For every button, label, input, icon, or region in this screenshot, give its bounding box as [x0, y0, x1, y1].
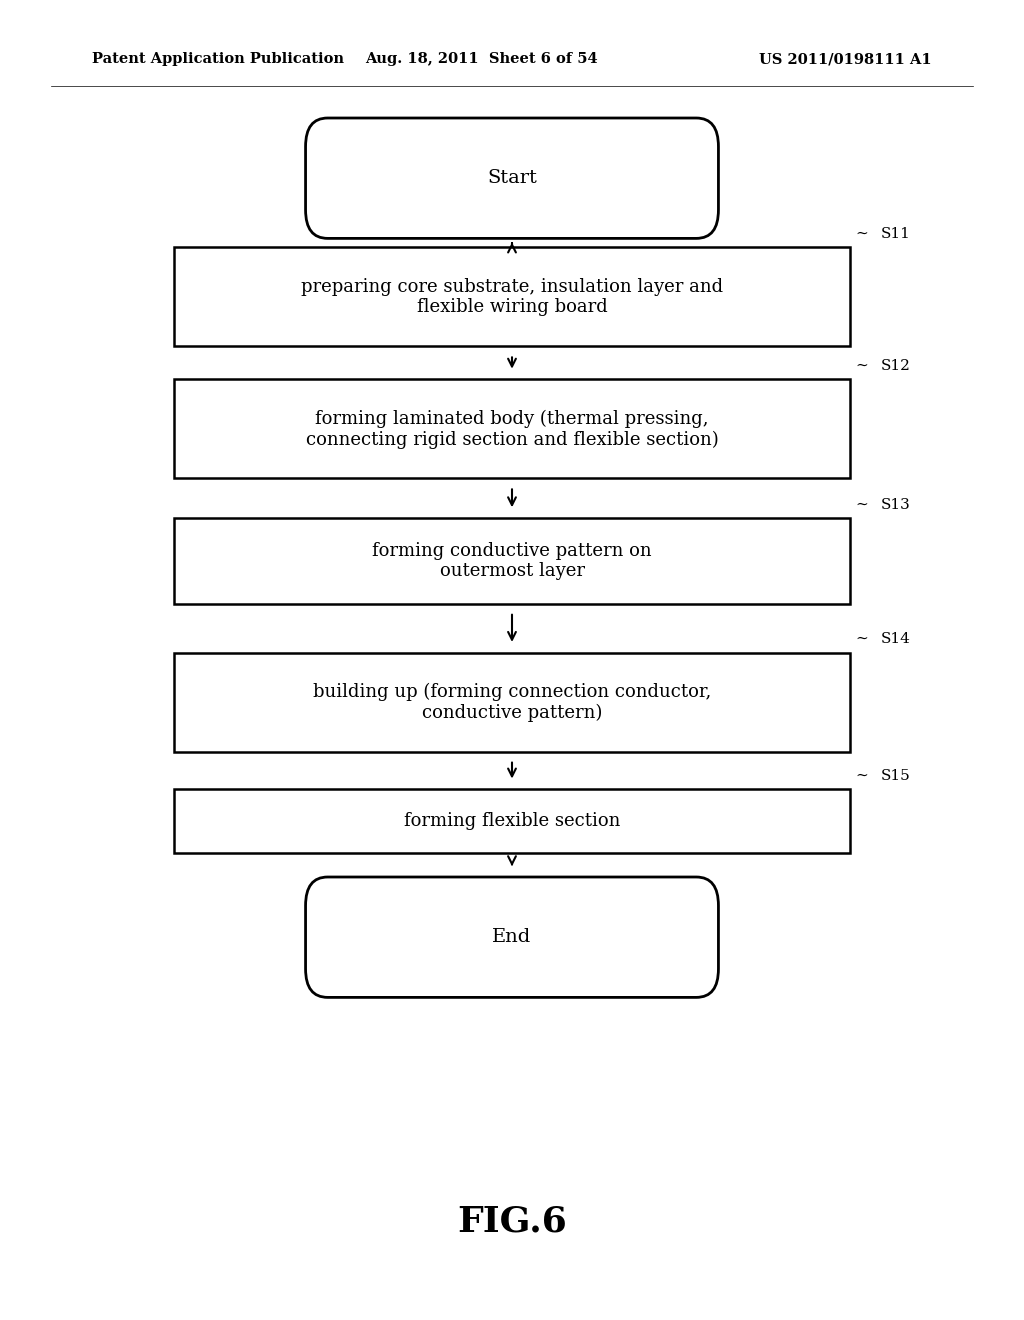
- Bar: [174, 380, 850, 478]
- Bar: [174, 519, 850, 605]
- FancyBboxPatch shape: [305, 876, 719, 998]
- Text: Patent Application Publication: Patent Application Publication: [92, 53, 344, 66]
- Text: Aug. 18, 2011  Sheet 6 of 54: Aug. 18, 2011 Sheet 6 of 54: [365, 53, 598, 66]
- Text: preparing core substrate, insulation layer and
flexible wiring board: preparing core substrate, insulation lay…: [301, 277, 723, 317]
- Text: S12: S12: [881, 359, 910, 372]
- Text: US 2011/0198111 A1: US 2011/0198111 A1: [759, 53, 932, 66]
- Text: ∼: ∼: [855, 227, 867, 242]
- Text: FIG.6: FIG.6: [457, 1204, 567, 1238]
- Text: forming flexible section: forming flexible section: [403, 812, 621, 830]
- Text: S13: S13: [881, 498, 910, 512]
- Text: S11: S11: [881, 227, 910, 242]
- Text: forming laminated body (thermal pressing,
connecting rigid section and flexible : forming laminated body (thermal pressing…: [305, 409, 719, 449]
- Text: S14: S14: [881, 632, 910, 645]
- Text: ∼: ∼: [855, 632, 867, 645]
- Text: End: End: [493, 928, 531, 946]
- Text: building up (forming connection conductor,
conductive pattern): building up (forming connection conducto…: [313, 682, 711, 722]
- Bar: [174, 789, 850, 853]
- Text: forming conductive pattern on
outermost layer: forming conductive pattern on outermost …: [372, 541, 652, 581]
- Text: S15: S15: [881, 768, 910, 783]
- Text: ∼: ∼: [855, 768, 867, 783]
- FancyBboxPatch shape: [305, 117, 719, 239]
- Bar: [174, 652, 850, 751]
- Text: ∼: ∼: [855, 359, 867, 372]
- Text: Start: Start: [487, 169, 537, 187]
- Bar: [174, 248, 850, 346]
- Text: ∼: ∼: [855, 498, 867, 512]
